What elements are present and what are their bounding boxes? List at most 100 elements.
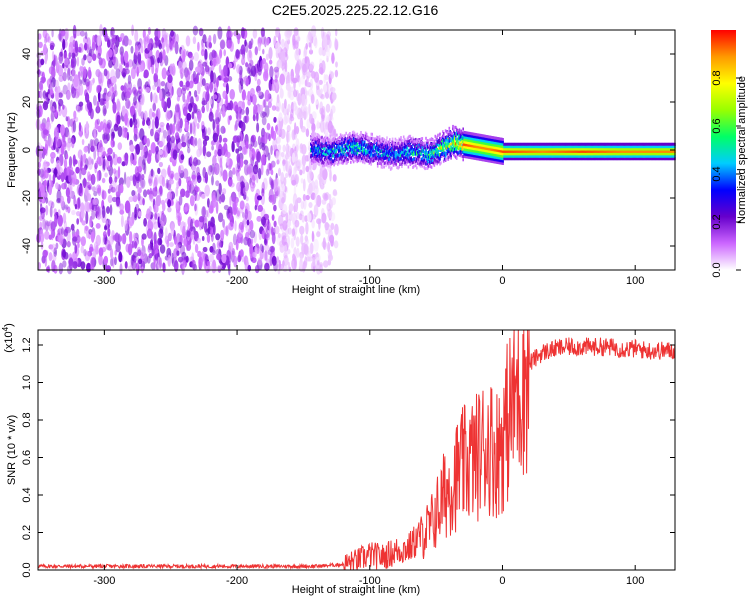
heatmap-cell (123, 113, 129, 124)
heatmap-cell (318, 79, 323, 85)
heatmap-cell (154, 243, 160, 250)
heatmap-cell (150, 244, 154, 251)
heatmap-cell (186, 230, 191, 238)
heatmap-cell (302, 194, 306, 202)
heatmap-cell (208, 205, 214, 214)
heatmap-cell (286, 124, 291, 133)
heatmap-cell (190, 155, 193, 165)
heatmap-cell (306, 212, 312, 223)
heatmap-cell (376, 136, 379, 139)
heatmap-cell (54, 126, 59, 132)
heatmap-cell (121, 125, 125, 138)
heatmap-cell (329, 134, 332, 138)
heatmap-cell (150, 221, 153, 231)
heatmap-cell (319, 176, 322, 188)
heatmap-cell (227, 212, 232, 221)
heatmap-cell (223, 77, 229, 83)
heatmap-cell (439, 132, 441, 136)
heatmap-cell (95, 223, 101, 229)
heatmap-cell (239, 200, 245, 210)
heatmap-cell (105, 239, 111, 251)
heatmap-cell (222, 188, 227, 195)
heatmap-cell (212, 94, 218, 100)
heatmap-cell (90, 139, 96, 152)
heatmap-cell (88, 202, 93, 210)
heatmap-cell (262, 48, 265, 55)
heatmap-cell (253, 231, 257, 244)
heatmap-cell (131, 240, 135, 249)
heatmap-cell (325, 49, 331, 59)
heatmap-cell (246, 115, 250, 123)
heatmap-cell (372, 149, 374, 153)
heatmap-cell (112, 168, 117, 175)
heatmap-cell (80, 236, 87, 247)
heatmap-cell (175, 186, 179, 197)
heatmap-cell (236, 172, 241, 179)
heatmap-cell (383, 138, 385, 142)
heatmap-cell (55, 242, 59, 249)
heatmap-cell (108, 60, 113, 68)
heatmap-cell (254, 204, 257, 211)
heatmap-cell (305, 128, 310, 138)
heatmap-cell (430, 143, 433, 146)
heatmap-cell (199, 146, 202, 156)
heatmap-cell (287, 248, 291, 255)
heatmap-cell (146, 228, 153, 239)
heatmap-cell (234, 220, 237, 232)
heatmap-cell (263, 131, 268, 145)
heatmap-cell (256, 151, 262, 163)
heatmap-cell (57, 214, 63, 227)
heatmap-cell (252, 164, 259, 175)
heatmap-cell (71, 137, 75, 149)
heatmap-cell (148, 253, 153, 259)
heatmap-cell (191, 111, 195, 120)
heatmap-cell (254, 246, 258, 256)
heatmap-cell (158, 174, 164, 185)
heatmap-cell (237, 36, 240, 45)
heatmap-cell (248, 43, 253, 50)
heatmap-cell (194, 203, 197, 212)
heatmap-cell (318, 67, 324, 75)
heatmap-cell (304, 79, 308, 87)
heatmap-cell (462, 127, 464, 131)
heatmap-cell (124, 154, 129, 166)
heatmap-cell (70, 63, 75, 69)
heatmap-cell (81, 220, 86, 226)
heatmap-cell (297, 36, 301, 42)
heatmap-cell (63, 52, 68, 60)
heatmap-cell (265, 53, 269, 61)
heatmap-cell (440, 161, 442, 165)
heatmap-cell (266, 232, 270, 239)
heatmap-cell (55, 89, 59, 102)
heatmap-cell (260, 110, 266, 119)
chart-title: C2E5.2025.225.22.12.G16 (272, 2, 439, 18)
heatmap-cell (169, 179, 174, 185)
heatmap-cell (445, 157, 448, 161)
heatmap-cell (263, 238, 268, 246)
heatmap-cell (331, 145, 333, 149)
heatmap-cell (240, 108, 245, 115)
heatmap-cell (433, 139, 436, 143)
heatmap-cell (73, 110, 77, 120)
heatmap-cell (102, 104, 107, 117)
heatmap-cell (285, 172, 289, 179)
heatmap-cell (261, 216, 266, 226)
heatmap-cell (157, 57, 160, 64)
heatmap-cell (462, 158, 464, 162)
heatmap-cell (331, 52, 335, 64)
heatmap-cell (294, 219, 300, 228)
heatmap-cell (325, 115, 330, 121)
heatmap-cell (116, 98, 121, 112)
heatmap-cell (327, 120, 333, 134)
heatmap-cell (50, 243, 57, 253)
heatmap-cell (201, 105, 205, 114)
heatmap-cell (312, 148, 315, 152)
heatmap-cell (356, 151, 359, 155)
heatmap-cell (395, 162, 398, 166)
heatmap-cell (268, 222, 272, 232)
heatmap-cell (215, 201, 219, 214)
heatmap-cell (385, 164, 387, 168)
heatmap-cell (228, 169, 233, 180)
heatmap-cell (287, 227, 292, 235)
heatmap-cell (114, 35, 120, 48)
